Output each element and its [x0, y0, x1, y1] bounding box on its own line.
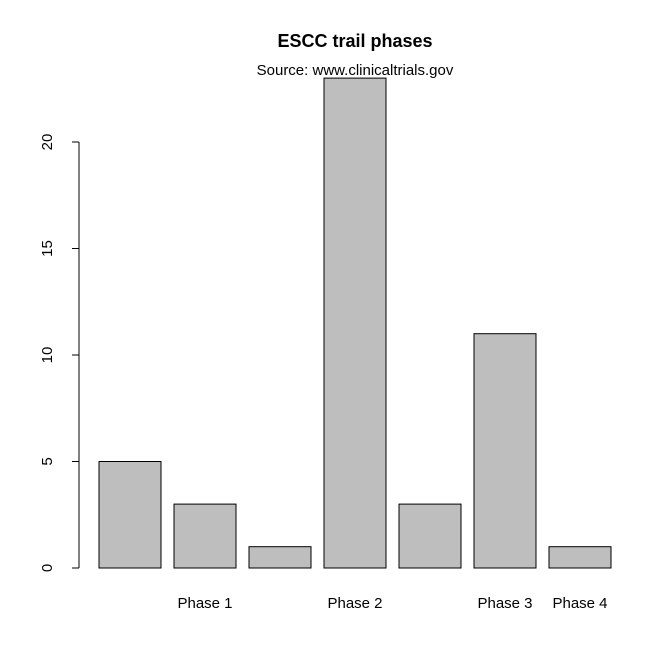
y-axis: 0 5 10 15 20 [39, 134, 80, 572]
bar [473, 333, 537, 569]
x-axis-labels: Phase 1 Phase 2 Phase 3 Phase 4 [177, 595, 607, 612]
x-category-label: Phase 4 [552, 595, 607, 612]
y-tick-label: 15 [39, 240, 56, 257]
y-tick-label: 5 [39, 457, 56, 465]
x-category-label: Phase 3 [477, 595, 532, 612]
chart-title: ESCC trail phases [277, 31, 432, 51]
bar [98, 461, 162, 569]
bar [248, 546, 312, 569]
y-tick-label: 20 [39, 134, 56, 151]
bar [173, 503, 237, 569]
bar [398, 503, 462, 569]
y-tick-label: 0 [39, 564, 56, 572]
bars [98, 77, 612, 569]
y-tick-label: 10 [39, 347, 56, 364]
bar [548, 546, 612, 569]
x-category-label: Phase 1 [177, 595, 232, 612]
bar [323, 77, 387, 569]
chart-subtitle: Source: www.clinicaltrials.gov [257, 62, 454, 79]
x-category-label: Phase 2 [327, 595, 382, 612]
